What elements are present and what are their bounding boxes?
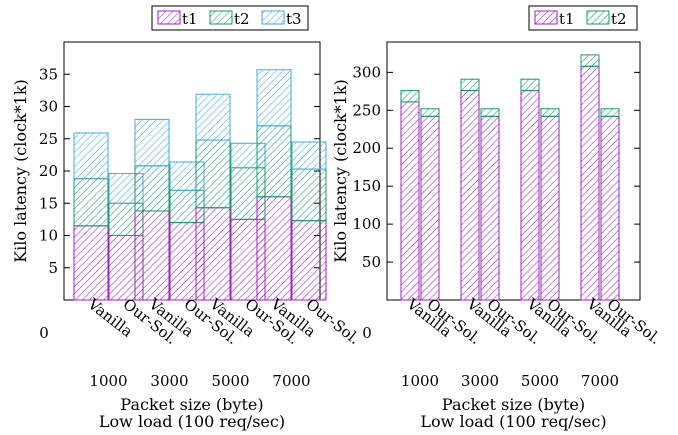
bar-t2-7000-our-sol [291, 168, 327, 222]
bar-t2-7000-vanilla [256, 125, 292, 198]
y-tick-label: 15 [39, 194, 58, 212]
bar-t2-1000-vanilla [400, 90, 420, 103]
bar-t2-1000-our-sol [420, 108, 440, 117]
group-label-1000: 1000 [401, 372, 439, 390]
plot-frame [386, 41, 641, 301]
legend-label-t2: t2 [611, 10, 627, 28]
legend-label-t1: t1 [182, 10, 198, 28]
y-tick-label: 10 [39, 227, 58, 245]
group-label-1000: 1000 [89, 372, 127, 390]
group-label-5000: 5000 [521, 372, 559, 390]
bar-t1-7000-vanilla [580, 65, 600, 301]
legend: t1 t2 t3 [151, 5, 309, 31]
legend: t1 t2 [528, 5, 638, 31]
bar-t1-1000-our-sol [420, 115, 440, 301]
chart-subtitle: Low load (100 req/sec) [420, 412, 606, 431]
bar-t1-3000-our-sol [480, 115, 500, 301]
bar-t1-7000-vanilla [256, 196, 292, 301]
y-tick-label: 25 [39, 130, 58, 148]
x-axis-label: Packet size (byte) [442, 395, 585, 414]
bar-t1-7000-our-sol [600, 115, 620, 301]
bar-t2-5000-vanilla [195, 139, 231, 209]
y-axis-label: Kilo latency (clock*1k) [11, 79, 30, 263]
y-tick-label: 150 [352, 177, 381, 195]
y-axis-label: Kilo latency (clock*1k) [331, 79, 350, 263]
bar-t2-3000-vanilla [134, 165, 170, 212]
bar-t2-3000-vanilla [460, 78, 480, 92]
bar-t1-7000-our-sol [291, 220, 327, 301]
bar-t2-3000-our-sol [480, 108, 500, 117]
group-label-5000: 5000 [211, 372, 249, 390]
group-label-7000: 7000 [581, 372, 619, 390]
group-label-7000: 7000 [272, 372, 310, 390]
y-tick-label: 200 [352, 139, 381, 157]
y-tick-label: 35 [39, 65, 58, 83]
bar-t3-5000-vanilla [195, 93, 231, 141]
bar-t2-5000-vanilla [520, 78, 540, 92]
bar-t1-5000-vanilla [520, 90, 540, 301]
legend-label-t1: t1 [559, 10, 575, 28]
y-tick-label: 250 [352, 101, 381, 119]
legend-label-t3: t3 [286, 10, 302, 28]
legend-swatch-t2 [586, 10, 610, 25]
group-label-3000: 3000 [150, 372, 188, 390]
y-tick-label: 30 [39, 98, 58, 116]
bar-t3-3000-vanilla [134, 118, 170, 167]
y-zero-label: 0 [362, 324, 372, 342]
y-tick-label: 100 [352, 215, 381, 233]
bar-t1-3000-vanilla [460, 90, 480, 301]
bar-t2-7000-vanilla [580, 54, 600, 67]
chart-subtitle: Low load (100 req/sec) [99, 412, 285, 431]
legend-swatch-t1 [534, 10, 558, 25]
bar-t3-1000-vanilla [73, 132, 109, 180]
legend-swatch-t2 [209, 10, 233, 25]
legend-swatch-t1 [157, 10, 181, 25]
group-label-3000: 3000 [461, 372, 499, 390]
bar-t1-1000-vanilla [400, 101, 420, 301]
y-tick-label: 5 [48, 259, 58, 277]
legend-label-t2: t2 [234, 10, 250, 28]
legend-swatch-t3 [261, 10, 285, 25]
bar-t1-3000-vanilla [134, 210, 170, 301]
y-tick-label: 300 [352, 63, 381, 81]
bar-t3-7000-vanilla [256, 69, 292, 127]
bar-t2-5000-our-sol [540, 108, 560, 117]
y-zero-label: 0 [39, 324, 49, 342]
x-axis-label: Packet size (byte) [120, 395, 263, 414]
bar-t1-5000-vanilla [195, 207, 231, 301]
bar-t2-7000-our-sol [600, 108, 620, 117]
bar-t2-1000-vanilla [73, 178, 109, 227]
bar-t3-7000-our-sol [291, 141, 327, 170]
y-tick-label: 50 [362, 253, 381, 271]
y-tick-label: 20 [39, 162, 58, 180]
bar-t1-5000-our-sol [540, 115, 560, 301]
bar-t1-1000-vanilla [73, 225, 109, 301]
